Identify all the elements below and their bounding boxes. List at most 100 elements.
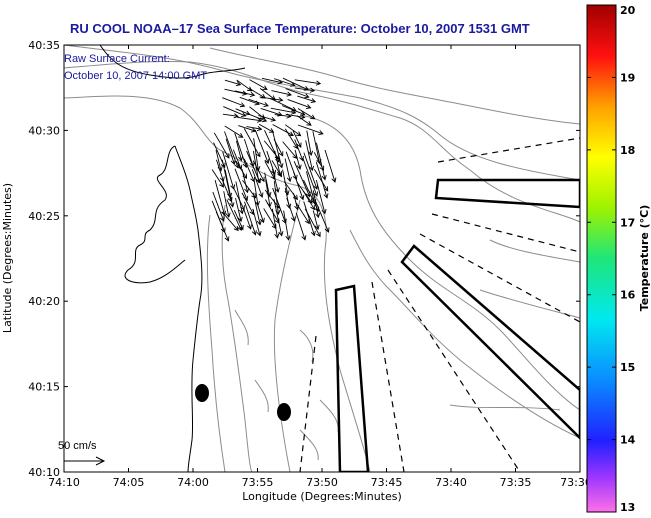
station-marker — [195, 384, 209, 402]
current-vector — [304, 208, 321, 238]
current-vector — [324, 149, 337, 183]
current-vector — [287, 99, 312, 109]
current-vector — [249, 79, 268, 90]
current-vector — [271, 160, 282, 178]
x-axis-label: Longitude (Degrees:Minutes) — [242, 490, 402, 503]
colorbar: 13 14 15 16 17 18 19 20 Temperature (°C) — [586, 4, 651, 514]
y-tick-label: 40:30 — [28, 124, 60, 137]
current-vector — [251, 169, 264, 198]
current-vector — [259, 96, 284, 103]
current-vector — [246, 125, 263, 132]
y-axis-label: Latitude (Degrees:Minutes) — [1, 183, 14, 333]
y-axis: 40:10 40:15 40:20 40:25 40:30 40:35 — [28, 39, 580, 479]
colorbar-tick-label: 14 — [620, 434, 636, 447]
current-annotation-label: Raw Surface Current: — [64, 53, 170, 65]
current-vector — [283, 210, 291, 241]
current-annotation-time: October 10, 2007 14:00 GMT — [64, 70, 207, 82]
x-tick-label: 74:05 — [113, 476, 145, 489]
current-vector — [292, 130, 302, 148]
current-vector — [273, 138, 284, 157]
current-vector — [315, 179, 327, 215]
x-tick-label: 74:10 — [48, 476, 80, 489]
x-axis: 74:10 74:05 74:00 73:55 73:50 73:45 73:40 73:35… — [48, 45, 592, 489]
current-vector — [235, 197, 243, 223]
current-vector — [302, 157, 319, 197]
current-vector — [273, 199, 284, 237]
current-vector — [286, 197, 296, 222]
current-vector — [303, 201, 316, 237]
current-vector — [293, 171, 305, 201]
colorbar-tick-label: 19 — [620, 71, 635, 84]
current-vector — [223, 191, 231, 218]
current-vector — [224, 88, 248, 96]
current-vector — [224, 125, 244, 138]
current-vector — [223, 106, 247, 117]
current-vector — [221, 211, 239, 232]
current-vector — [284, 124, 302, 137]
current-vector — [215, 211, 230, 242]
current-vector — [312, 210, 320, 231]
current-vector — [295, 202, 310, 225]
current-vector — [294, 79, 322, 86]
current-vector — [271, 168, 280, 193]
colorbar-tick-label: 13 — [620, 501, 635, 514]
coastline — [64, 45, 246, 472]
scale-label: 50 cm/s — [58, 440, 97, 452]
x-tick-label: 73:30 — [560, 476, 592, 489]
x-tick-label: 73:55 — [242, 476, 274, 489]
current-vector — [315, 142, 327, 181]
current-vector — [296, 115, 312, 126]
current-vector — [236, 140, 244, 162]
current-vector — [306, 130, 314, 157]
current-vector — [294, 87, 316, 93]
x-tick-label: 74:00 — [177, 476, 209, 489]
current-vector — [211, 169, 224, 188]
colorbar-tick-label: 16 — [620, 289, 636, 302]
current-vector — [243, 128, 261, 158]
current-vector — [244, 201, 257, 236]
current-vector — [213, 132, 230, 159]
plot-area: 74:10 74:05 74:00 73:55 73:50 73:45 73:40 73:35… — [28, 39, 592, 489]
x-tick-label: 73:50 — [306, 476, 338, 489]
current-vector — [233, 210, 244, 231]
current-vector — [241, 169, 250, 194]
y-tick-label: 40:35 — [28, 39, 60, 52]
study-boxes — [334, 178, 580, 472]
current-vector — [271, 90, 292, 97]
current-vector — [248, 113, 268, 123]
current-vector — [252, 160, 265, 183]
current-vector — [212, 191, 225, 222]
bathymetry-contours — [64, 45, 580, 472]
current-vector — [222, 180, 233, 203]
current-vector — [252, 192, 262, 226]
y-tick-label: 40:10 — [28, 466, 60, 479]
current-vector — [222, 97, 246, 108]
current-vector — [305, 140, 315, 172]
current-vector — [258, 114, 277, 122]
current-vector — [297, 108, 316, 120]
current-vector — [258, 123, 275, 133]
current-vector — [297, 95, 317, 104]
current-vector — [254, 129, 270, 165]
current-vector — [313, 152, 325, 172]
x-tick-label: 73:35 — [500, 476, 532, 489]
current-vector — [225, 138, 236, 165]
current-vector — [313, 169, 329, 192]
current-vector — [272, 124, 294, 137]
current-vector — [271, 129, 284, 169]
current-vector — [252, 208, 262, 237]
scale-arrow — [64, 456, 106, 466]
station-marker — [277, 403, 291, 421]
colorbar-tick-label: 18 — [620, 144, 635, 157]
current-vector — [312, 190, 321, 219]
current-vector — [285, 88, 310, 99]
x-tick-label: 73:40 — [435, 476, 467, 489]
surface-current-vectors — [211, 77, 337, 242]
current-vector — [315, 161, 329, 199]
y-tick-label: 40:20 — [28, 295, 60, 308]
current-vector — [302, 190, 315, 211]
current-vector — [224, 79, 242, 87]
colorbar-tick-label: 20 — [620, 4, 636, 17]
current-vector — [234, 90, 256, 97]
